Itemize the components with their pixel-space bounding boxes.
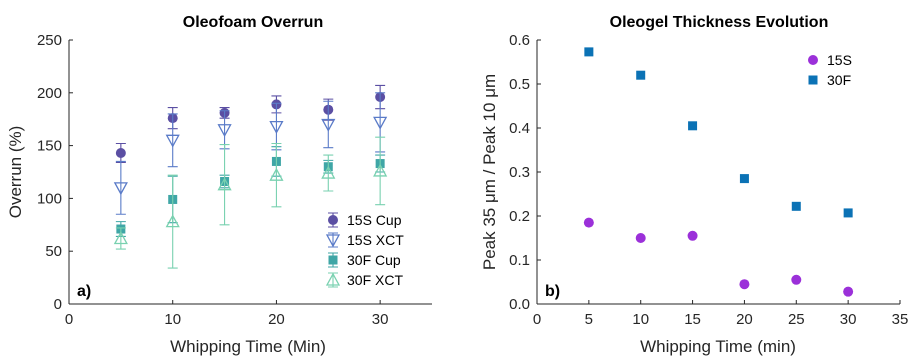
legend-marker (808, 55, 818, 65)
data-point (687, 230, 698, 241)
y-tick-label: 0.4 (509, 120, 530, 137)
x-tick-label: 0 (65, 311, 73, 328)
x-tick-label: 10 (632, 311, 649, 328)
panel-label: a) (77, 283, 91, 300)
y-tick-label: 150 (37, 138, 62, 155)
data-point (843, 208, 853, 218)
error-bar (115, 160, 126, 215)
data-point (584, 47, 594, 57)
y-tick-label: 250 (37, 32, 62, 49)
data-point (635, 233, 646, 243)
x-tick-label: 25 (788, 311, 805, 328)
x-tick-label: 20 (736, 311, 753, 328)
legend-marker (325, 272, 341, 286)
data-point (373, 116, 388, 130)
x-axis-label: Whipping Time (min) (640, 337, 796, 356)
data-point (115, 147, 126, 158)
data-point (269, 120, 284, 134)
x-tick-label: 10 (164, 311, 181, 328)
y-tick-label: 0.1 (509, 252, 530, 269)
legend-marker (328, 255, 338, 265)
data-point (688, 121, 698, 131)
y-tick-label: 0.6 (509, 32, 530, 49)
legend-marker (808, 75, 818, 85)
chart-thickness: Oleogel Thickness Evolution 0 5 10 15 20 25 30… (480, 14, 908, 356)
data-point (583, 217, 594, 228)
legend-label: 30F XCT (347, 272, 403, 288)
error-bar (167, 174, 178, 269)
legend-label: 30F Cup (347, 252, 401, 268)
y-axis-label: Peak 35 μm / Peak 10 μm (480, 74, 499, 270)
y-axis-label: Overrun (%) (6, 126, 25, 219)
data-point (321, 165, 336, 179)
data-point (165, 134, 180, 148)
data-point (739, 279, 750, 290)
x-tick-label: 0 (533, 311, 541, 328)
y-tick-label: 0.0 (509, 296, 530, 313)
legend-label: 15S XCT (347, 232, 404, 248)
data-point (217, 124, 232, 138)
legend-label: 30F (827, 72, 851, 88)
data-point (269, 167, 284, 181)
error-bar (271, 142, 282, 208)
data-point (373, 163, 388, 177)
x-tick-label: 35 (892, 311, 908, 328)
error-bar (375, 136, 386, 206)
legend-marker (325, 234, 341, 248)
data-point (165, 214, 180, 228)
legend: 15S Cup 15S XCT 30F Cup 30F XCT (325, 212, 404, 288)
y-tick-label: 200 (37, 85, 62, 102)
data-point (791, 274, 802, 285)
error-bar (167, 113, 178, 168)
chart-title: Oleogel Thickness Evolution (610, 14, 829, 31)
data-point (217, 177, 232, 191)
data-point (636, 70, 646, 80)
error-bar (219, 143, 230, 226)
error-bar (323, 100, 334, 149)
data-point (843, 286, 854, 297)
legend-label: 15S (827, 52, 852, 68)
y-tick-label: 50 (45, 243, 62, 260)
error-bar (323, 154, 334, 192)
y-tick-label: 0.5 (509, 76, 530, 93)
legend-label: 15S Cup (347, 212, 402, 228)
x-axis-label: Whipping Time (Min) (170, 337, 326, 356)
y-tick-label: 0.2 (509, 208, 530, 225)
data-point (321, 118, 336, 132)
x-tick-label: 20 (268, 311, 285, 328)
data-point (791, 201, 801, 211)
data-point (113, 231, 128, 245)
panel-label: b) (545, 283, 560, 300)
x-tick-label: 5 (585, 311, 593, 328)
x-tick-label: 30 (840, 311, 857, 328)
y-tick-label: 0.3 (509, 164, 530, 181)
data-point (113, 182, 128, 196)
chart-overrun: Oleofoam Overrun 0 10 20 30050100150200250 … (6, 14, 432, 356)
x-tick-label: 30 (372, 311, 389, 328)
x-tick-label: 15 (684, 311, 701, 328)
legend-marker (328, 215, 338, 225)
y-tick-label: 0 (54, 296, 62, 313)
data-point (739, 174, 749, 184)
y-tick-label: 100 (37, 190, 62, 207)
chart-title: Oleofoam Overrun (183, 14, 323, 31)
